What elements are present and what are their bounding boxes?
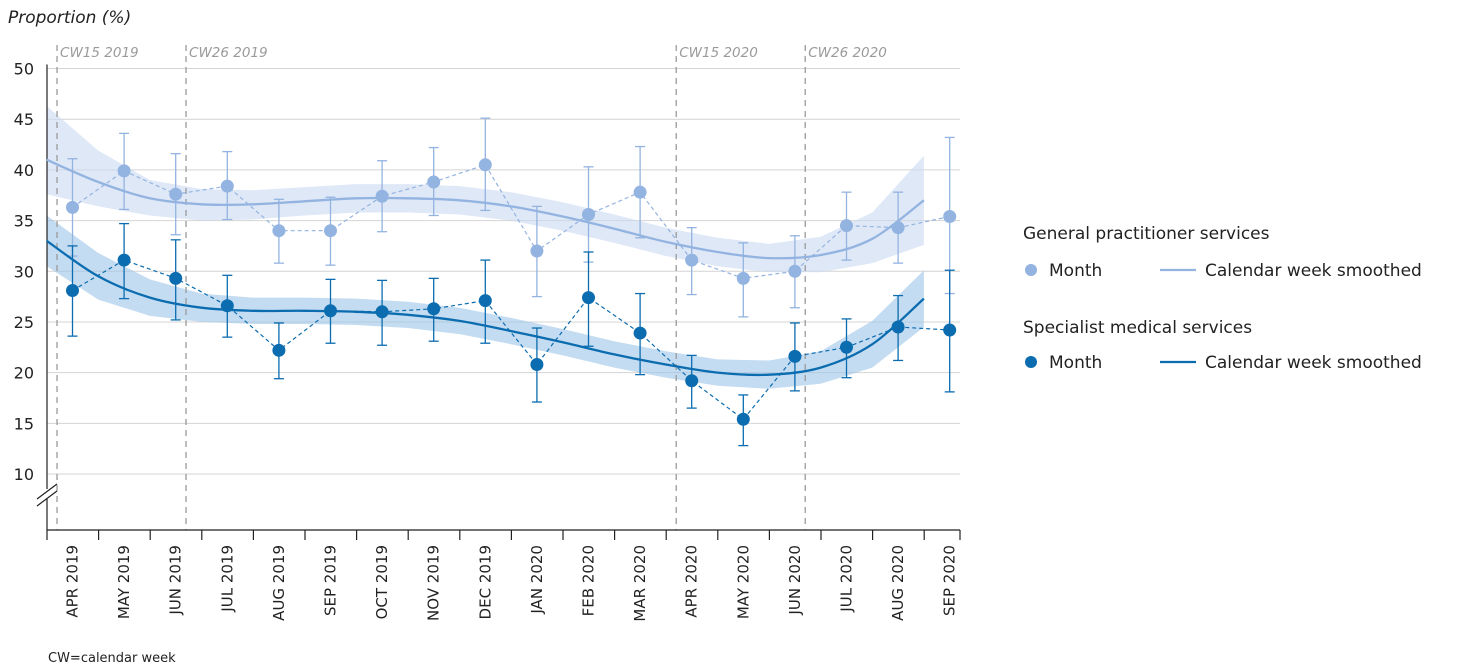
data-point — [117, 164, 131, 178]
x-tick-label: JUL 2020 — [838, 545, 856, 613]
data-point — [633, 185, 647, 199]
axes: 10 15 20 25 30 35 40 45 50 APR 2019 MAY 2019 JUN 20… — [14, 60, 961, 622]
data-point — [582, 207, 595, 221]
data-point — [633, 326, 647, 340]
data-point — [324, 224, 337, 238]
monthly-dashed-line — [72, 164, 950, 279]
x-tick-label: MAR 2020 — [631, 545, 649, 622]
legend-smooth-label-gp: Calendar week smoothed — [1205, 261, 1422, 281]
legend-month-label-gp: Month — [1049, 261, 1102, 281]
data-point — [478, 158, 492, 172]
data-point — [840, 219, 853, 233]
data-point — [891, 221, 905, 235]
x-tick-label: APR 2019 — [64, 545, 82, 618]
smoothed-line — [46, 239, 925, 377]
data-point — [169, 187, 183, 201]
x-tick-label: JAN 2020 — [528, 545, 546, 615]
calendar-week-markers: CW15 2019 CW26 2019 CW15 2020 CW26 2020 — [56, 45, 887, 530]
y-tick-label: 10 — [14, 465, 34, 484]
y-tick-label: 25 — [14, 313, 34, 332]
data-point — [891, 320, 905, 334]
data-point — [117, 253, 131, 267]
x-tick-label: OCT 2019 — [373, 545, 391, 619]
data-point — [788, 264, 802, 278]
data-point — [272, 343, 286, 357]
x-tick-label: NOV 2019 — [425, 545, 443, 621]
x-tick-label: MAY 2020 — [734, 545, 752, 619]
legend-month-marker-specialist — [1025, 356, 1037, 368]
legend-title-specialist: Specialist medical services — [1023, 318, 1252, 338]
y-tick-label: 50 — [14, 60, 34, 79]
legend-smooth-label-specialist: Calendar week smoothed — [1205, 353, 1422, 373]
legend: General practitioner services Month Cale… — [1023, 224, 1422, 373]
smoothed-line — [46, 158, 925, 260]
data-point — [840, 340, 853, 354]
data-point — [272, 224, 286, 238]
data-point — [427, 175, 441, 189]
calendar-week-label: CW26 2019 — [189, 45, 268, 61]
footnote: CW=calendar week — [48, 651, 176, 666]
x-tick-label: SEP 2019 — [322, 545, 340, 616]
x-tick-label: JUN 2019 — [167, 545, 185, 616]
data-point — [685, 253, 699, 267]
x-tick-label: MAY 2019 — [115, 545, 133, 619]
y-tick-label: 20 — [14, 364, 34, 383]
x-tick-label: FEB 2020 — [580, 545, 598, 616]
data-point — [943, 323, 957, 337]
data-point — [66, 284, 79, 298]
data-point — [736, 412, 750, 426]
grid — [47, 68, 960, 475]
x-tick-label: AUG 2020 — [889, 545, 907, 621]
data-point — [375, 305, 389, 319]
data-point — [427, 302, 441, 316]
data-point — [66, 200, 79, 214]
data-point — [324, 304, 337, 318]
x-tick-label: JUL 2019 — [218, 545, 236, 613]
series-gp — [46, 117, 957, 318]
data-point — [169, 271, 183, 285]
calendar-week-label: CW15 2020 — [679, 45, 758, 61]
axis-break-mark — [36, 483, 58, 500]
x-tick-label: JUN 2020 — [786, 545, 804, 616]
data-point — [582, 291, 595, 305]
x-tick-label: AUG 2019 — [270, 545, 288, 621]
data-point — [685, 374, 699, 388]
y-tick-label: 45 — [14, 110, 34, 129]
data-point — [943, 210, 957, 224]
series-specialist — [46, 222, 957, 447]
data-point — [530, 244, 544, 258]
series-layer — [46, 117, 957, 447]
data-point — [478, 294, 492, 308]
calendar-week-label: CW26 2020 — [808, 45, 887, 61]
legend-month-label-specialist: Month — [1049, 353, 1102, 373]
x-tick-label: APR 2020 — [683, 545, 701, 618]
monthly-dashed-line — [72, 259, 950, 421]
x-tick-label: SEP 2020 — [941, 545, 959, 616]
y-tick-label: 40 — [14, 161, 34, 180]
x-tick-label: DEC 2019 — [476, 545, 494, 619]
y-axis-label: Proportion (%) — [8, 8, 131, 28]
legend-month-marker-gp — [1025, 264, 1037, 276]
axis-break-mark — [36, 490, 58, 507]
data-point — [530, 358, 544, 372]
calendar-week-label: CW15 2019 — [60, 45, 139, 61]
legend-title-gp: General practitioner services — [1023, 224, 1270, 244]
data-point — [375, 189, 389, 203]
y-tick-label: 15 — [14, 414, 34, 433]
y-tick-label: 30 — [14, 262, 34, 281]
data-point — [736, 271, 750, 285]
data-point — [788, 349, 802, 363]
data-point — [220, 179, 234, 193]
data-point — [220, 299, 234, 313]
confidence-band — [46, 106, 924, 273]
y-tick-label: 35 — [14, 212, 34, 231]
